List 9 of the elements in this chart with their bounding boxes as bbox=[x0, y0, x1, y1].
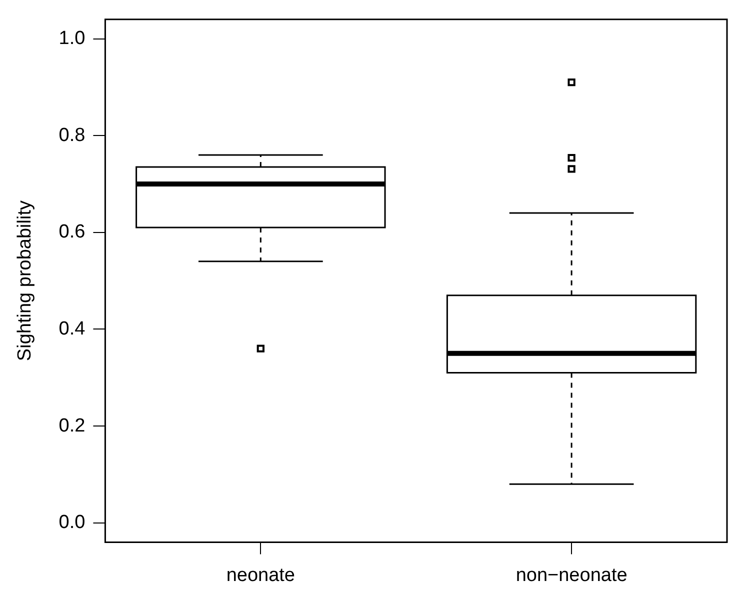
y-tick-label: 0.4 bbox=[58, 318, 86, 340]
y-tick-label: 0.6 bbox=[58, 222, 86, 243]
y-tick-label: 0.0 bbox=[58, 512, 86, 534]
x-tick-label: neonate bbox=[226, 564, 296, 586]
y-tick-label: 1.0 bbox=[58, 28, 86, 49]
x-tick-label: non−neonate bbox=[516, 564, 628, 586]
y-axis-title: Sighting probability bbox=[14, 200, 36, 362]
y-tick-label: 0.8 bbox=[58, 124, 86, 146]
y-tick-label: 0.2 bbox=[58, 415, 86, 436]
